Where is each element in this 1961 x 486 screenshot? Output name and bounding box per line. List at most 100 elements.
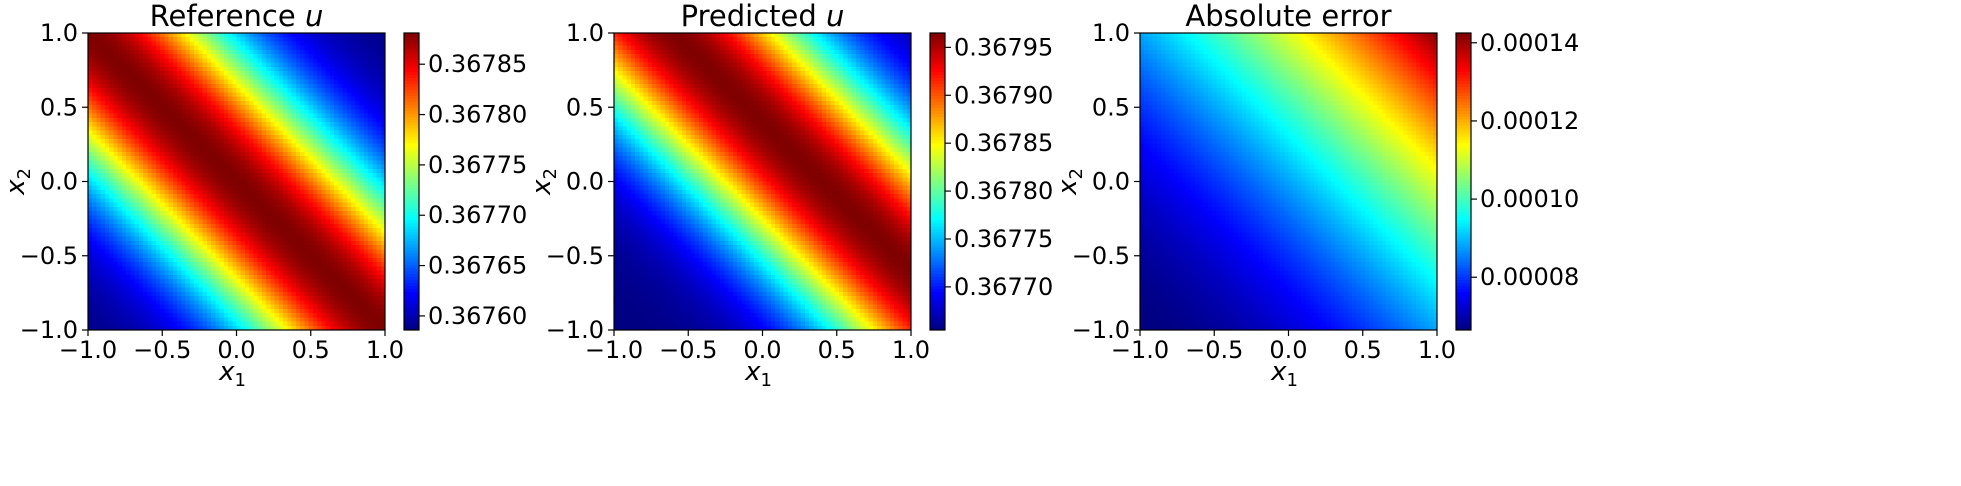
heatmap-cell xyxy=(215,147,221,153)
heatmap-cell xyxy=(321,37,327,43)
heatmap-cell xyxy=(117,105,123,110)
heatmap-cell xyxy=(88,223,93,229)
heatmap-cell xyxy=(372,215,378,221)
heatmap-cell xyxy=(278,253,284,259)
heatmap-cell xyxy=(130,58,136,64)
heatmap-cell xyxy=(215,122,221,127)
heatmap-cell xyxy=(351,313,356,318)
heatmap-cell xyxy=(211,300,216,306)
heatmap-cell xyxy=(151,240,157,246)
heatmap-cell xyxy=(155,33,161,38)
heatmap-cell xyxy=(295,236,301,242)
heatmap-cell xyxy=(202,164,208,170)
heatmap-cell xyxy=(96,139,102,144)
heatmap-cell xyxy=(291,257,297,263)
heatmap-cell xyxy=(211,249,216,255)
heatmap-cell xyxy=(261,113,267,119)
heatmap-cell xyxy=(104,194,110,200)
heatmap-cell xyxy=(130,177,136,183)
heatmap-cell xyxy=(113,308,119,314)
heatmap-cell xyxy=(253,283,259,289)
heatmap-cell xyxy=(181,181,187,187)
heatmap-cell xyxy=(194,109,199,115)
heatmap-cell xyxy=(240,198,246,204)
heatmap-cell xyxy=(278,321,284,327)
heatmap-cell xyxy=(160,291,165,297)
heatmap-cell xyxy=(219,134,225,140)
heatmap-cell xyxy=(181,117,187,123)
heatmap-cell xyxy=(164,279,170,284)
heatmap-cell xyxy=(143,274,148,280)
y-tick-label: −0.5 xyxy=(20,242,78,270)
heatmap-cell xyxy=(96,279,102,284)
heatmap-cell xyxy=(92,117,98,123)
heatmap-cell xyxy=(164,117,170,123)
colorbar-segment xyxy=(404,145,419,150)
heatmap-cell xyxy=(372,232,378,238)
heatmap-cell xyxy=(92,96,98,102)
heatmap-cell xyxy=(304,236,310,242)
heatmap-cell xyxy=(236,71,242,77)
heatmap-cell xyxy=(121,105,127,110)
heatmap-cell xyxy=(109,270,115,276)
heatmap-cell xyxy=(312,139,318,144)
heatmap-cell xyxy=(283,113,289,119)
heatmap-cell xyxy=(236,41,242,47)
colorbar-segment xyxy=(404,240,419,245)
heatmap-cell xyxy=(249,66,255,72)
heatmap-cell xyxy=(138,262,144,267)
heatmap-cell xyxy=(147,253,153,259)
heatmap-cell xyxy=(143,223,148,229)
heatmap-cell xyxy=(194,274,199,280)
heatmap-cell xyxy=(185,100,191,106)
heatmap-cell xyxy=(240,194,246,200)
heatmap-cell xyxy=(351,88,356,93)
heatmap-cell xyxy=(151,113,157,119)
heatmap-cell xyxy=(138,33,144,38)
heatmap-cell xyxy=(308,283,314,289)
heatmap-cell xyxy=(308,134,314,140)
heatmap-cell xyxy=(376,126,382,132)
heatmap-cell xyxy=(253,126,259,132)
heatmap-cell xyxy=(300,122,305,127)
heatmap-cell xyxy=(321,202,327,208)
heatmap-cell xyxy=(363,274,369,280)
heatmap-cell xyxy=(138,232,144,238)
heatmap-cell xyxy=(215,92,221,98)
heatmap-cell xyxy=(363,317,369,323)
heatmap-cell xyxy=(274,249,280,255)
heatmap-cell xyxy=(308,185,314,191)
x-axis-label: x1 xyxy=(218,357,246,391)
heatmap-cell xyxy=(338,266,344,272)
heatmap-cell xyxy=(228,325,233,331)
heatmap-cell xyxy=(189,189,195,195)
heatmap-cell xyxy=(202,308,208,314)
heatmap-cell xyxy=(283,54,289,60)
heatmap-cell xyxy=(253,109,259,115)
heatmap-cell xyxy=(304,215,310,221)
heatmap-cell xyxy=(104,245,110,250)
heatmap-cell xyxy=(300,240,305,246)
heatmap-cell xyxy=(185,122,191,127)
heatmap-cell xyxy=(351,83,356,89)
heatmap-cell xyxy=(143,168,148,174)
heatmap-cell xyxy=(342,58,348,64)
heatmap-cell xyxy=(244,164,250,170)
heatmap-cell xyxy=(240,88,246,93)
heatmap-cell xyxy=(355,156,361,161)
heatmap-cell xyxy=(346,219,352,225)
heatmap-cell xyxy=(185,219,191,225)
heatmap-cell xyxy=(274,257,280,263)
heatmap-cell xyxy=(232,253,238,259)
heatmap-cell xyxy=(249,54,255,60)
heatmap-cell xyxy=(155,156,161,161)
heatmap-cell xyxy=(189,206,195,212)
heatmap-cell xyxy=(372,105,378,110)
heatmap-cell xyxy=(189,41,195,47)
heatmap-cell xyxy=(257,308,263,314)
heatmap-cell xyxy=(295,291,301,297)
heatmap-cell xyxy=(189,287,195,293)
heatmap-cell xyxy=(228,283,233,289)
heatmap-cell xyxy=(155,71,161,77)
heatmap-cell xyxy=(164,266,170,272)
